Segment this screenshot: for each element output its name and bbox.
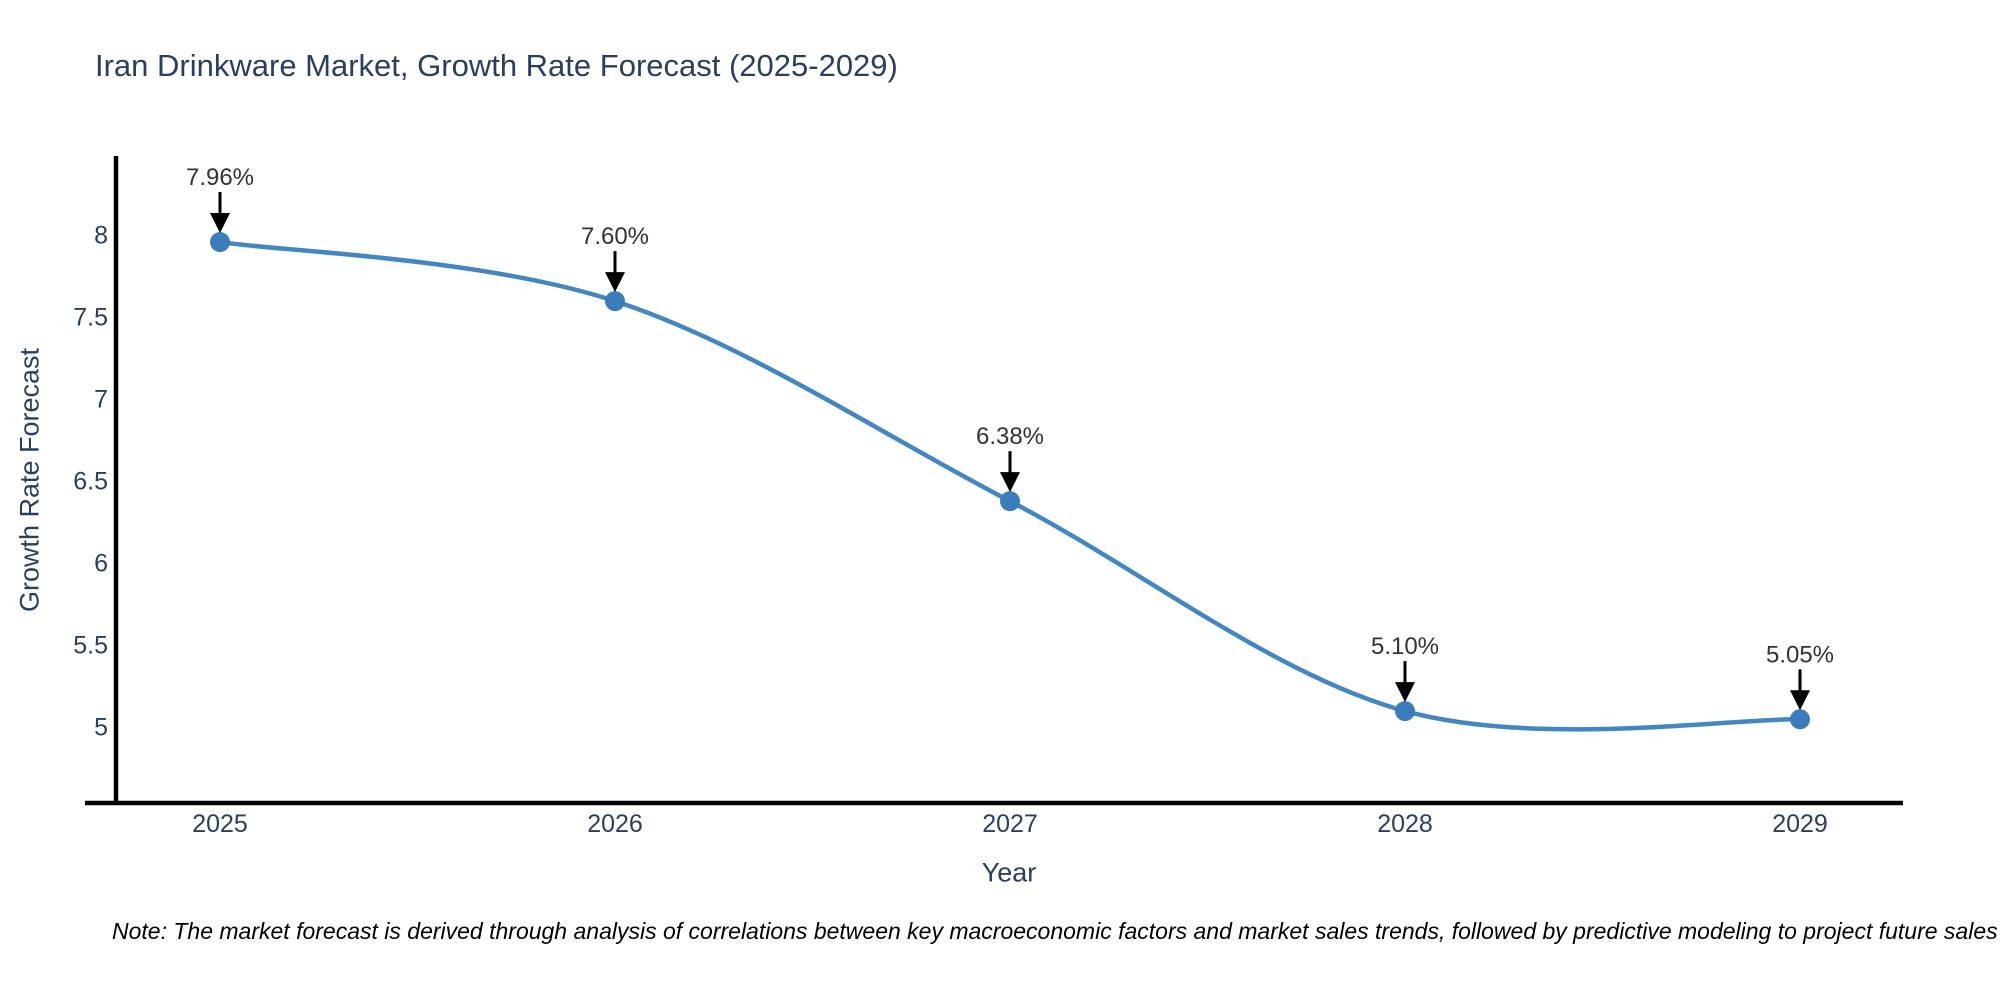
data-point-marker [1790, 709, 1810, 730]
data-point-marker [605, 291, 625, 312]
point-label: 7.96% [186, 164, 254, 191]
annotation-arrow-head [210, 213, 230, 234]
data-point-marker [1000, 491, 1020, 512]
footnote: Note: The market forecast is derived thr… [112, 918, 1998, 944]
x-tick-label: 2028 [1377, 810, 1433, 838]
x-axis-title: Year [981, 857, 1037, 888]
y-tick-label: 5.5 [73, 632, 108, 660]
point-label: 6.38% [976, 423, 1044, 450]
data-point-marker [1395, 701, 1415, 722]
annotation-arrow-head [1000, 472, 1020, 493]
point-label: 7.60% [581, 223, 649, 250]
y-tick-label: 7.5 [73, 304, 108, 332]
chart-title: Iran Drinkware Market, Growth Rate Forec… [95, 48, 898, 83]
data-point-marker [210, 232, 230, 253]
y-tick-label: 5 [94, 714, 108, 742]
point-label: 5.10% [1371, 633, 1439, 660]
y-tick-label: 8 [94, 222, 108, 250]
x-tick-label: 2029 [1772, 810, 1828, 838]
point-label: 5.05% [1766, 641, 1834, 668]
x-tick-label: 2025 [192, 810, 248, 838]
annotation-arrow-head [1790, 690, 1810, 711]
y-tick-label: 7 [94, 386, 108, 414]
annotation-arrow-head [605, 272, 625, 293]
x-tick-label: 2026 [587, 810, 643, 838]
y-tick-label: 6 [94, 550, 108, 578]
annotation-arrow-head [1395, 682, 1415, 703]
x-tick-label: 2027 [982, 810, 1038, 838]
y-tick-label: 6.5 [73, 468, 108, 496]
